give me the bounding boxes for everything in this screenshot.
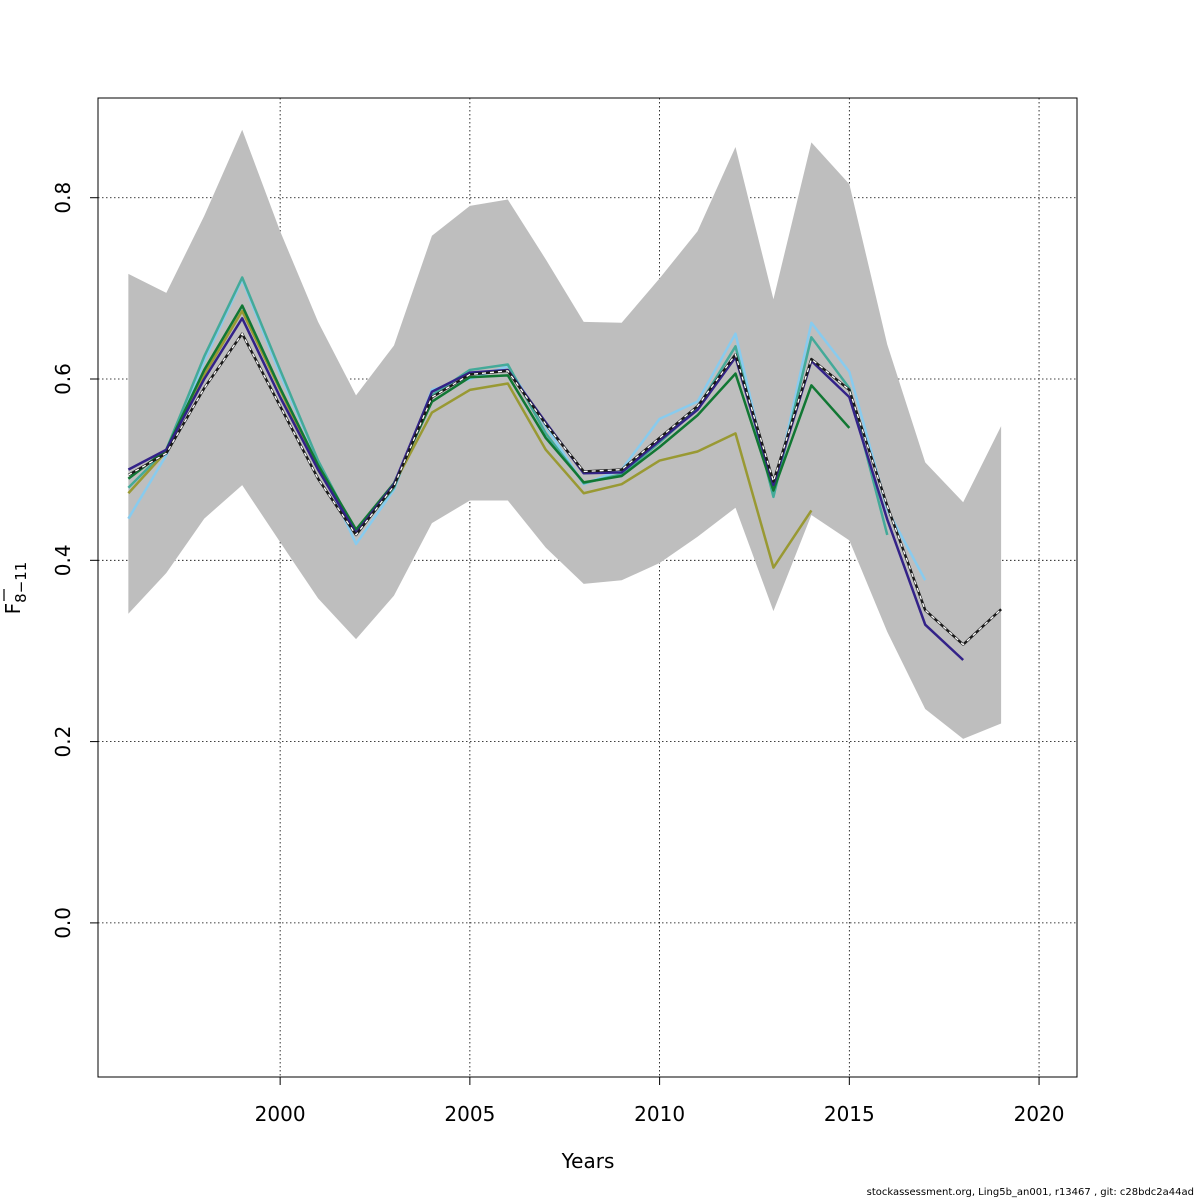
confidence-band-area [128,129,1002,739]
x-tick-label: 2000 [255,1102,306,1126]
series-line-6-dash [128,332,1002,646]
y-tick-label: 0.0 [51,907,75,939]
x-tick-label: 2005 [444,1102,495,1126]
x-tick-label: 2020 [1014,1102,1065,1126]
x-tick-label: 2015 [824,1102,875,1126]
y-axis-label-main: F [1,603,25,615]
series-line-4 [127,304,851,531]
svg-text:F8−11: F8−11 [1,562,30,615]
series-line-3 [127,309,813,569]
x-tick-label: 2010 [634,1102,685,1126]
y-axis-label-sub: 8−11 [12,562,30,603]
y-tick-label: 0.2 [51,726,75,758]
x-axis: 2000 2005 2010 2015 2020 [255,1077,1065,1126]
x-axis-label: Years [561,1149,615,1173]
series-lines [127,276,1002,661]
y-tick-label: 0.6 [51,363,75,395]
y-axis-label: F8−11 [1,562,30,615]
confidence-band [128,129,1002,739]
y-tick-label: 0.4 [51,544,75,576]
footer-text: stockassessment.org, Ling5b_an001, r1346… [866,1187,1194,1198]
y-tick-label: 0.8 [51,182,75,214]
plot-frame [97,97,1078,1078]
y-axis: 0.0 0.2 0.4 0.6 0.8 [51,182,98,939]
